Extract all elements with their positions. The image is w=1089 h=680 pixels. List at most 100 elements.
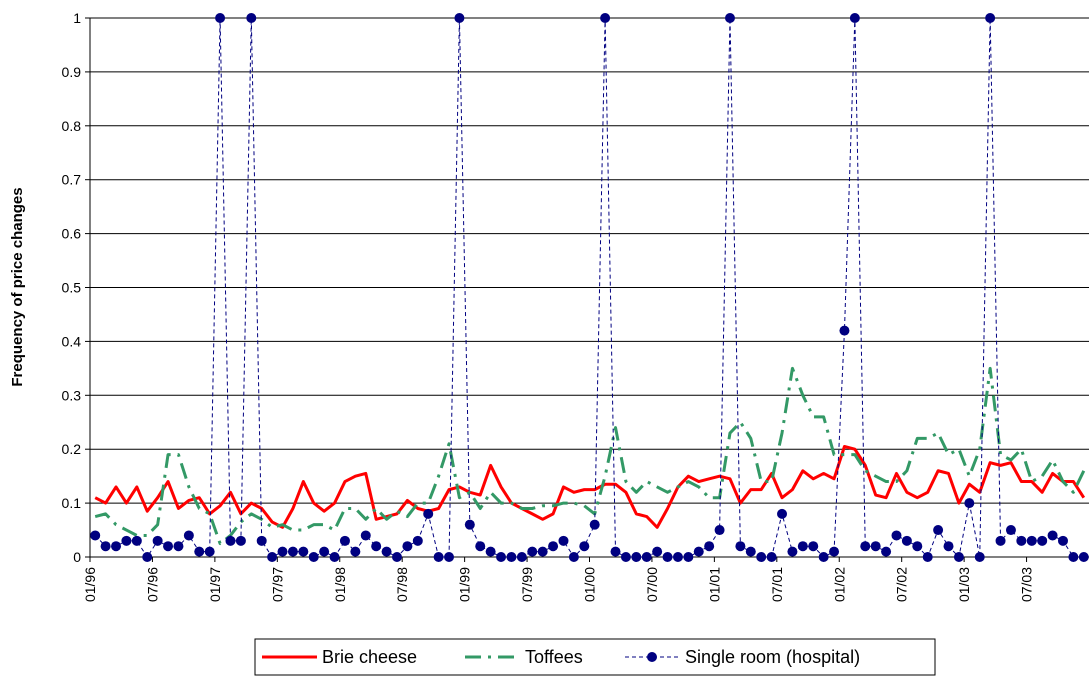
marker	[683, 552, 694, 562]
marker	[402, 541, 413, 552]
marker	[870, 541, 881, 552]
y-tick-label: 0.2	[62, 441, 82, 457]
series-line	[94, 445, 1086, 529]
marker	[142, 552, 153, 562]
marker	[516, 552, 527, 562]
marker	[433, 552, 444, 562]
legend-marker	[647, 652, 657, 662]
y-tick-label: 1	[73, 10, 81, 26]
marker	[756, 552, 767, 562]
marker	[506, 552, 517, 562]
marker	[974, 552, 985, 562]
marker	[423, 508, 434, 519]
marker	[1037, 535, 1048, 546]
series-line	[94, 366, 1086, 546]
marker	[922, 552, 933, 562]
marker	[235, 535, 246, 546]
y-axis-title: Frequency of price changes	[9, 187, 26, 386]
x-tick-label: 07/03	[1019, 567, 1035, 602]
legend-label: Toffees	[525, 647, 583, 667]
x-tick-label: 01/00	[582, 567, 598, 602]
marker	[839, 325, 850, 336]
marker	[308, 552, 319, 562]
marker	[672, 552, 683, 562]
x-tick-label: 01/03	[956, 567, 972, 602]
marker	[1016, 535, 1027, 546]
marker	[766, 552, 777, 562]
marker	[901, 535, 912, 546]
marker	[745, 546, 756, 557]
marker	[163, 541, 174, 552]
marker	[985, 13, 996, 23]
marker	[1068, 552, 1079, 562]
marker	[849, 13, 860, 23]
marker	[1078, 552, 1089, 562]
marker	[964, 498, 975, 509]
marker	[537, 546, 548, 557]
marker	[215, 13, 226, 23]
marker	[1057, 535, 1068, 546]
marker	[662, 552, 673, 562]
marker	[412, 535, 423, 546]
marker	[995, 535, 1006, 546]
marker	[350, 546, 361, 557]
y-tick-label: 0.8	[62, 118, 82, 134]
marker	[496, 552, 507, 562]
marker	[724, 13, 735, 23]
marker	[225, 535, 236, 546]
marker	[953, 552, 964, 562]
x-tick-label: 01/98	[332, 567, 348, 602]
marker	[454, 13, 465, 23]
marker	[194, 546, 205, 557]
marker	[933, 525, 944, 536]
y-tick-label: 0	[73, 549, 81, 565]
marker	[693, 546, 704, 557]
marker	[787, 546, 798, 557]
marker	[860, 541, 871, 552]
marker	[797, 541, 808, 552]
marker	[319, 546, 330, 557]
legend-label: Brie cheese	[322, 647, 417, 667]
marker	[246, 13, 257, 23]
marker	[1047, 530, 1058, 541]
y-tick-label: 0.1	[62, 495, 82, 511]
marker	[183, 530, 194, 541]
y-tick-label: 0.6	[62, 226, 82, 242]
marker	[829, 546, 840, 557]
marker	[277, 546, 288, 557]
x-tick-label: 07/97	[269, 567, 285, 602]
x-tick-label: 01/97	[207, 567, 223, 602]
marker	[90, 530, 101, 541]
marker	[360, 530, 371, 541]
marker	[808, 541, 819, 552]
marker	[579, 541, 590, 552]
x-tick-label: 01/02	[831, 567, 847, 602]
marker	[652, 546, 663, 557]
marker	[111, 541, 122, 552]
x-tick-label: 07/01	[769, 567, 785, 602]
x-tick-label: 07/98	[394, 567, 410, 602]
x-tick-label: 07/99	[519, 567, 535, 602]
y-tick-label: 0.4	[62, 333, 82, 349]
marker	[568, 552, 579, 562]
marker	[631, 552, 642, 562]
marker	[891, 530, 902, 541]
marker	[735, 541, 746, 552]
marker	[1005, 525, 1016, 536]
marker	[371, 541, 382, 552]
marker	[818, 552, 829, 562]
marker	[267, 552, 278, 562]
x-tick-label: 01/99	[457, 567, 473, 602]
marker	[704, 541, 715, 552]
marker	[100, 541, 111, 552]
marker	[444, 552, 455, 562]
marker	[1026, 535, 1037, 546]
marker	[620, 552, 631, 562]
marker	[558, 535, 569, 546]
marker	[329, 552, 340, 562]
x-tick-label: 07/00	[644, 567, 660, 602]
marker	[131, 535, 142, 546]
y-tick-label: 0.9	[62, 64, 82, 80]
marker	[287, 546, 298, 557]
